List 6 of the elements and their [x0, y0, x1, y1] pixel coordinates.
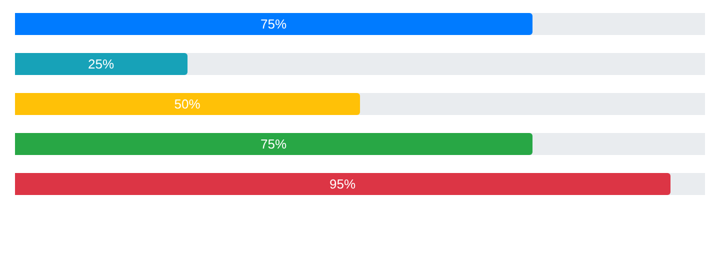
- data-label: 75%: [260, 16, 287, 32]
- data-label: 50%: [174, 96, 201, 112]
- bar: [15, 53, 188, 75]
- data-label: 25%: [88, 56, 114, 72]
- data-label: 95%: [330, 176, 356, 192]
- data-label: 75%: [260, 136, 287, 152]
